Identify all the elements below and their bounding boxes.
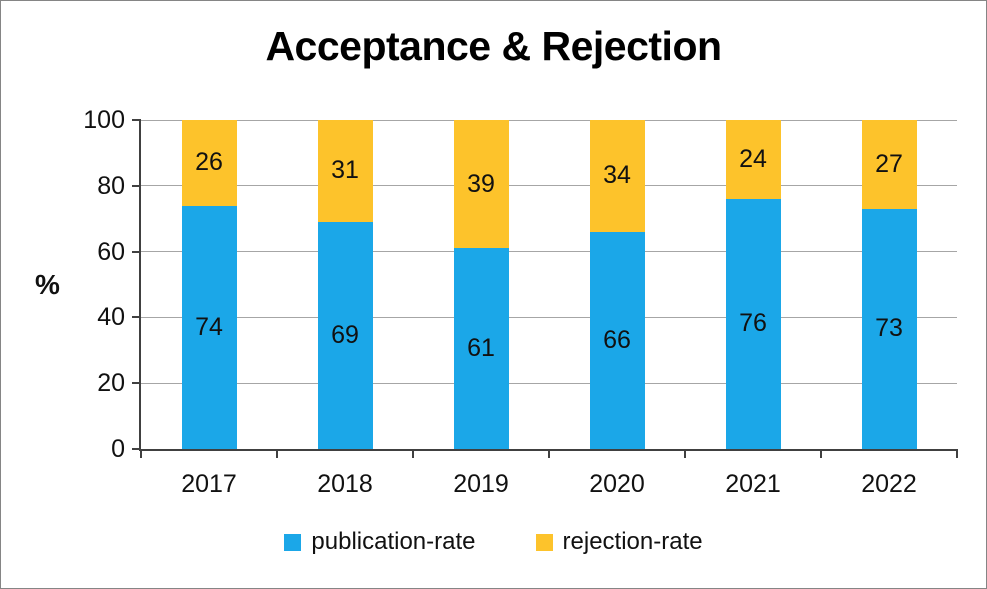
bar-value-label: 61 xyxy=(467,334,495,363)
chart-title: Acceptance & Rejection xyxy=(265,23,722,69)
x-axis-label: 2022 xyxy=(861,470,917,498)
legend-swatch-icon xyxy=(284,533,302,551)
bar-value-label: 34 xyxy=(603,161,631,190)
y-tick xyxy=(132,316,141,319)
bar-value-label: 27 xyxy=(875,149,903,178)
bar-segment-publication-rate-2017: 74 xyxy=(181,205,237,449)
y-tick-label: 100 xyxy=(83,106,125,134)
y-tick xyxy=(132,119,141,121)
gridline xyxy=(141,316,957,318)
x-tick xyxy=(684,449,686,458)
legend-item-rejection-rate: rejection-rate xyxy=(535,528,703,555)
y-tick xyxy=(132,448,141,450)
bar-segment-publication-rate-2019: 61 xyxy=(453,248,509,449)
x-axis-label: 2021 xyxy=(725,470,781,498)
y-tick xyxy=(132,184,141,187)
bar-value-label: 31 xyxy=(331,156,359,185)
gridline xyxy=(141,251,957,253)
gridline xyxy=(141,119,957,121)
y-tick-label: 80 xyxy=(97,171,125,200)
bar-segment-publication-rate-2021: 76 xyxy=(725,198,781,449)
x-tick xyxy=(820,449,822,458)
bar-value-label: 69 xyxy=(331,320,359,349)
x-axis-label: 2019 xyxy=(453,470,509,498)
bar-segment-publication-rate-2020: 66 xyxy=(589,231,645,449)
bar-segment-rejection-rate-2017: 26 xyxy=(181,120,237,206)
bar-segment-rejection-rate-2022: 27 xyxy=(861,120,917,209)
bar-segment-publication-rate-2022: 73 xyxy=(861,208,917,449)
bar-value-label: 26 xyxy=(195,148,223,177)
legend-swatch-icon xyxy=(535,533,553,551)
bar-segment-publication-rate-2018: 69 xyxy=(317,221,373,449)
y-tick-label: 60 xyxy=(97,237,125,266)
y-tick xyxy=(132,382,141,385)
y-axis-title: % xyxy=(35,269,60,300)
x-tick xyxy=(140,449,142,458)
bar-segment-rejection-rate-2020: 34 xyxy=(589,120,645,232)
y-axis xyxy=(139,120,141,451)
bar-segment-rejection-rate-2018: 31 xyxy=(317,120,373,222)
legend-label: publication-rate xyxy=(311,528,476,555)
y-tick-label: 40 xyxy=(97,303,125,332)
y-tick xyxy=(132,250,141,253)
legend-item-publication-rate: publication-rate xyxy=(284,528,476,555)
x-tick xyxy=(548,449,550,458)
bar-value-label: 73 xyxy=(875,314,903,343)
legend: publication-rate rejection-rate xyxy=(1,529,986,555)
x-tick xyxy=(276,449,278,458)
y-tick-label: 20 xyxy=(97,369,125,398)
gridline xyxy=(141,382,957,384)
x-axis-label: 2018 xyxy=(317,470,373,498)
x-tick xyxy=(956,449,958,458)
legend-label: rejection-rate xyxy=(562,528,703,555)
bar-value-label: 39 xyxy=(467,169,495,198)
gridline xyxy=(141,185,957,187)
bar-value-label: 74 xyxy=(195,312,223,341)
bar-value-label: 66 xyxy=(603,325,631,354)
x-axis-label: 2020 xyxy=(589,470,645,498)
bar-segment-rejection-rate-2019: 39 xyxy=(453,120,509,249)
x-tick xyxy=(412,449,414,458)
bar-value-label: 24 xyxy=(739,144,767,173)
bar-segment-rejection-rate-2021: 24 xyxy=(725,120,781,199)
y-tick-label: 0 xyxy=(111,435,125,463)
bar-value-label: 76 xyxy=(739,309,767,338)
x-axis-label: 2017 xyxy=(181,470,237,498)
